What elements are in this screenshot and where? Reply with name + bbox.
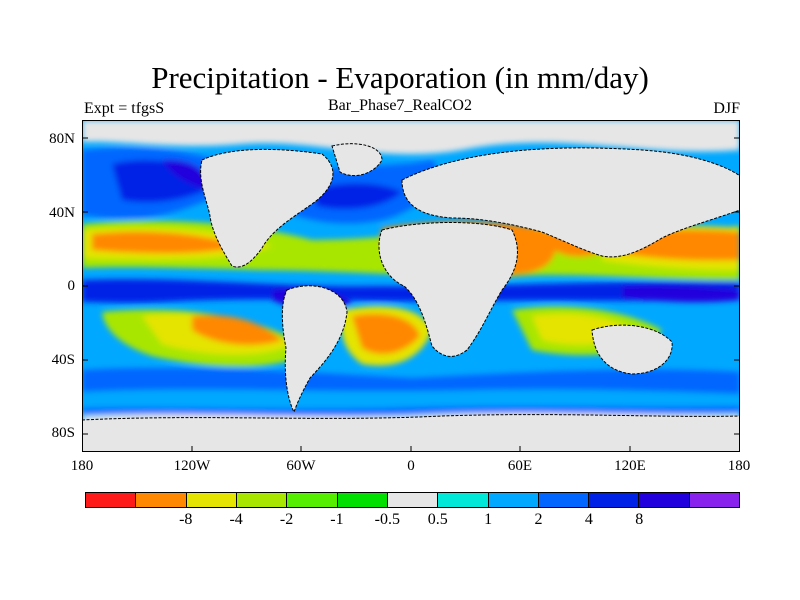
colorbar-label-2: -2 [279, 511, 294, 528]
colorbar-box-3 [236, 493, 288, 507]
experiment-label: Expt = tfgsS [84, 100, 165, 117]
map-frame [82, 120, 740, 452]
lat-label-80s: 80S [51, 425, 75, 441]
colorbar-box-6 [387, 493, 439, 507]
colorbar-label-6: 1 [484, 511, 493, 528]
colorbar-label-0: -8 [179, 511, 193, 528]
lon-label-180e: 180 [727, 458, 751, 474]
colorbar [85, 492, 740, 508]
colorbar-box-2 [186, 493, 237, 507]
colorbar-label-3: -1 [330, 511, 344, 528]
colorbar-box-8 [488, 493, 539, 507]
colorbar-label-7: 2 [534, 511, 543, 528]
pe-map [82, 120, 740, 452]
plot-title: Precipitation - Evaporation (in mm/day) [151, 60, 649, 95]
coastlines [82, 143, 740, 452]
lat-label-80n: 80N [49, 131, 75, 147]
lon-label-60e: 60E [507, 458, 533, 474]
lon-label-60w: 60W [286, 458, 316, 474]
colorbar-label-4: -0.5 [374, 511, 400, 528]
colorbar-box-7 [438, 493, 489, 507]
colorbar-box-5 [337, 493, 388, 507]
colorbar-box-1 [136, 493, 187, 507]
colorbar-box-0 [86, 493, 137, 507]
colorbar-box-9 [538, 493, 590, 507]
colorbar-box-4 [287, 493, 338, 507]
colorbar-label-1: -4 [229, 511, 243, 528]
colorbar-box-11 [639, 493, 690, 507]
lon-label-0: 0 [407, 458, 415, 474]
lon-label-120e: 120E [614, 458, 646, 474]
map-panel [82, 120, 740, 452]
lat-label-0: 0 [67, 278, 76, 294]
colorbar-label-5: 0.5 [427, 511, 448, 528]
season-label: DJF [713, 100, 740, 117]
lon-label-120w: 120W [173, 458, 211, 474]
colorbar-box-10 [589, 493, 640, 507]
colorbar-box-12 [689, 493, 740, 507]
lat-label-40n: 40N [49, 205, 75, 221]
colorbar-label-8: 4 [584, 511, 593, 528]
lon-label-180w: 180 [70, 458, 94, 474]
lat-label-40s: 40S [51, 352, 75, 368]
colorbar-label-9: 8 [635, 511, 644, 528]
plot-subtitle: Bar_Phase7_RealCO2 [328, 97, 472, 114]
